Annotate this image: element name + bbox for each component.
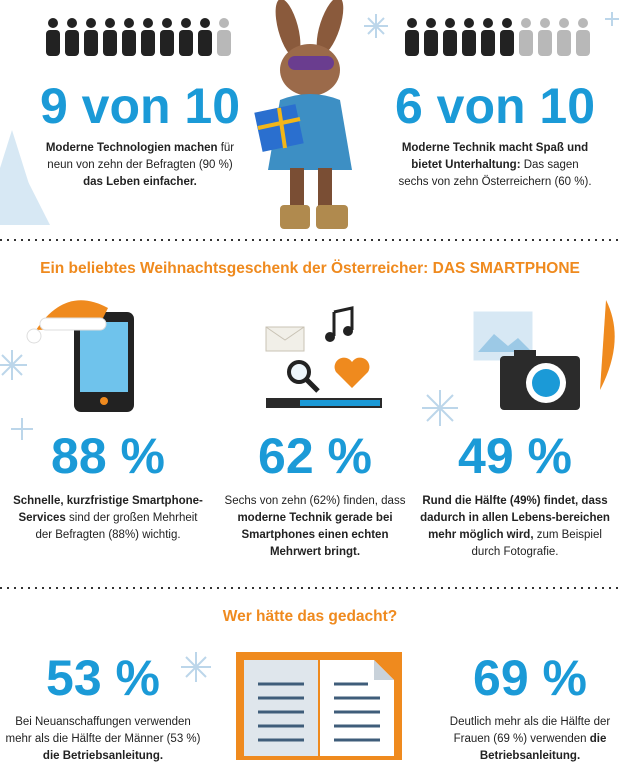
bold-text: moderne Technik gerade bei Smartphones e… bbox=[237, 512, 393, 558]
person-icon bbox=[141, 18, 155, 56]
person-icon bbox=[46, 18, 60, 56]
section-heading: Wer hätte das gedacht? bbox=[222, 608, 398, 625]
person-icon bbox=[405, 18, 419, 56]
person-icon bbox=[65, 18, 79, 56]
rabbit bbox=[254, 0, 352, 229]
person-icon bbox=[103, 18, 117, 56]
text: Sechs von zehn (62%) finden, dass bbox=[224, 495, 406, 507]
big-number: 69 % bbox=[473, 650, 587, 706]
text: Deutlich mehr als die Hälfte der Frauen … bbox=[449, 716, 611, 745]
person-icon bbox=[443, 18, 457, 56]
person-icon bbox=[538, 18, 552, 56]
big-number: 62 % bbox=[258, 428, 372, 484]
paragraph: Deutlich mehr als die Hälfte der Frauen … bbox=[430, 714, 620, 765]
person-icon bbox=[424, 18, 438, 56]
phone-icon bbox=[26, 300, 134, 412]
text: Das sagen sechs von zehn Österreichern (… bbox=[398, 159, 592, 188]
person-icon bbox=[557, 18, 571, 56]
person-icon bbox=[160, 18, 174, 56]
big-number: 88 % bbox=[51, 428, 165, 484]
paragraph: Rund die Hälfte (49%) findet, dass dadur… bbox=[420, 493, 610, 561]
bold-text: die Betriebsanleitung. bbox=[42, 750, 164, 762]
big-number: 53 % bbox=[46, 650, 160, 706]
person-icon bbox=[217, 18, 231, 56]
bold-text: die Betriebsanleitung. bbox=[479, 733, 607, 762]
big-number: 6 von 10 bbox=[394, 78, 596, 134]
big-number: 49 % bbox=[458, 428, 572, 484]
person-icon bbox=[481, 18, 495, 56]
text: sind der großen Mehrheit der Befragten (… bbox=[35, 512, 198, 541]
person-icon bbox=[179, 18, 193, 56]
person-icon bbox=[84, 18, 98, 56]
bold-text: das Leben einfacher. bbox=[83, 176, 197, 188]
text: für neun von zehn der Befragten (90 %) bbox=[47, 142, 235, 171]
paragraph: Schnelle, kurzfristige Smartphone-Servic… bbox=[13, 493, 203, 544]
paragraph: Sechs von zehn (62%) finden, dass modern… bbox=[220, 493, 410, 561]
tree bbox=[0, 130, 50, 225]
section-heading: Ein beliebtes Weihnachtsgeschenk der Öst… bbox=[40, 260, 580, 277]
text: Bei Neuanschaffungen verwenden mehr als … bbox=[5, 716, 201, 745]
person-icon bbox=[122, 18, 136, 56]
bold-text: Schnelle, kurzfristige Smartphone-Servic… bbox=[13, 495, 203, 524]
bold-text: Moderne Technik macht Spaß und bietet Un… bbox=[401, 142, 589, 171]
person-icon bbox=[500, 18, 514, 56]
person-icon bbox=[519, 18, 533, 56]
big-number: 9 von 10 bbox=[39, 78, 241, 134]
person-icon bbox=[198, 18, 212, 56]
bold-text: Rund die Hälfte (49%) findet, dass dadur… bbox=[420, 495, 610, 541]
media-icons bbox=[265, 306, 382, 408]
paragraph: Moderne Technik macht Spaß und bietet Un… bbox=[395, 140, 595, 191]
person-icon bbox=[462, 18, 476, 56]
bold-text: Moderne Technologien machen bbox=[45, 142, 218, 154]
paragraph: Moderne Technologien machen für neun von… bbox=[40, 140, 240, 191]
book-icon bbox=[236, 652, 402, 760]
person-icon bbox=[576, 18, 590, 56]
camera-icon bbox=[470, 300, 615, 410]
text: zum Beispiel durch Fotografie. bbox=[471, 529, 602, 558]
paragraph: Bei Neuanschaffungen verwenden mehr als … bbox=[3, 714, 203, 765]
snowflakes bbox=[0, 12, 619, 682]
